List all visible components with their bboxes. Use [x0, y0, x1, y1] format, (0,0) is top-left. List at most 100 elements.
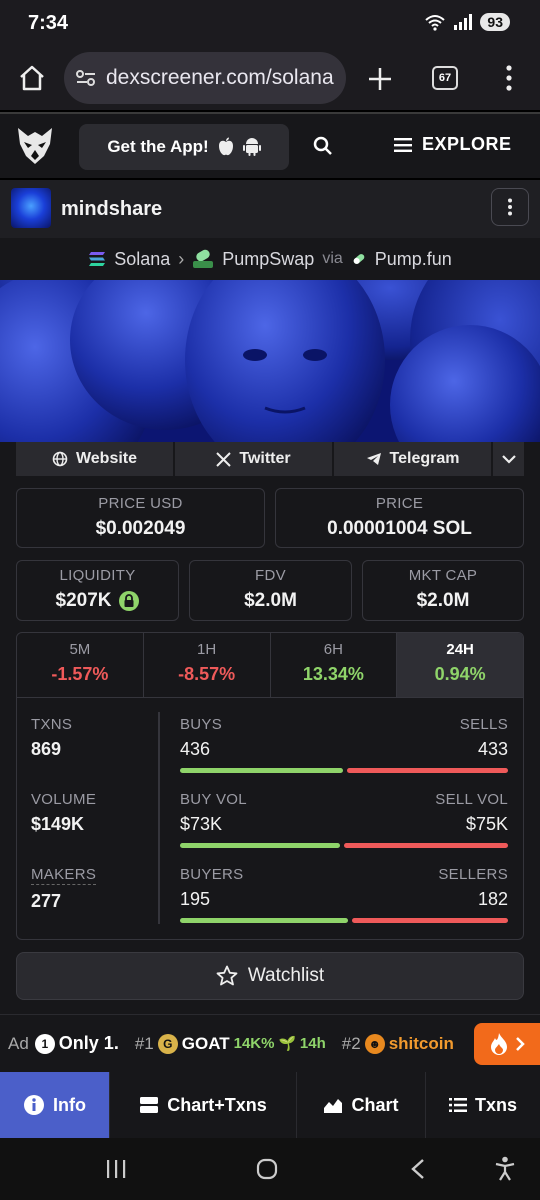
more-vertical-icon: [508, 198, 512, 216]
breadcrumb-chain[interactable]: Solana: [114, 248, 171, 269]
solana-icon: [89, 252, 106, 266]
liquidity-label: LIQUIDITY: [59, 567, 136, 584]
volume-split-row: BUY VOL SELL VOL $73K $75K: [180, 791, 508, 848]
android-icon: [242, 138, 261, 156]
buyers-sellers-row: BUYERS SELLERS 195 182: [180, 866, 508, 923]
tab-5m[interactable]: 5M -1.57%: [17, 633, 144, 697]
tab-24h[interactable]: 24H 0.94%: [397, 633, 523, 697]
chevron-right-icon: [516, 1037, 525, 1051]
telegram-icon: [366, 453, 381, 465]
site-settings-icon[interactable]: [76, 69, 96, 87]
price-change-value: -1.57%: [51, 664, 109, 684]
via-label: via: [322, 250, 343, 267]
search-icon[interactable]: [313, 136, 333, 156]
sell-vol-bar: [343, 843, 508, 848]
trending-name: GOAT: [181, 1033, 230, 1053]
list-icon: [448, 1098, 467, 1112]
makers-value: 277: [31, 891, 62, 911]
tab-6h[interactable]: 6H 13.34%: [271, 633, 398, 697]
divider: [158, 712, 160, 924]
buyers-sellers-bar: [180, 918, 508, 923]
dexscreener-logo-icon[interactable]: [16, 126, 54, 166]
sell-vol-label: SELL VOL: [435, 791, 508, 808]
timeframe-label: 1H: [197, 641, 217, 658]
new-tab-icon[interactable]: [367, 66, 393, 92]
back-icon[interactable]: [410, 1158, 426, 1180]
price-usd-value: $0.002049: [95, 518, 186, 539]
watchlist-label: Watchlist: [247, 965, 325, 986]
apple-icon: [218, 137, 233, 156]
banner-artwork: [0, 280, 540, 442]
website-link[interactable]: Website: [16, 442, 173, 476]
volume-split-bar: [180, 843, 508, 848]
trending-item-1[interactable]: #1 G GOAT 14K% 🌱 14h: [134, 1033, 326, 1054]
fdv-card[interactable]: FDV $2.0M: [189, 560, 352, 621]
address-bar[interactable]: dexscreener.com/solana: [64, 52, 346, 104]
tab-chart-txns[interactable]: Chart+Txns: [110, 1072, 297, 1138]
price-change-value: 0.94%: [434, 664, 486, 684]
token-menu-button[interactable]: [491, 188, 529, 226]
status-time: 7:34: [28, 12, 69, 34]
tab-chart-label: Chart: [351, 1094, 399, 1115]
breadcrumb: Solana › PumpSwap via Pump.fun: [0, 238, 540, 280]
buyers-label: BUYERS: [180, 866, 244, 883]
twitter-link[interactable]: Twitter: [175, 442, 332, 476]
breadcrumb-launchpad[interactable]: Pump.fun: [374, 248, 452, 269]
info-icon: [24, 1095, 44, 1115]
buy-vol-value: $73K: [180, 814, 223, 834]
home-nav-icon[interactable]: [256, 1158, 278, 1180]
market-cap-card[interactable]: MKT CAP $2.0M: [362, 560, 524, 621]
x-logo-icon: [216, 451, 232, 467]
system-nav-bar: [0, 1138, 540, 1200]
buys-sells-row: BUYS SELLS 436 433: [180, 716, 508, 773]
wifi-icon: [425, 15, 446, 31]
social-links: Website Twitter Telegram: [16, 442, 524, 476]
buys-label: BUYS: [180, 716, 223, 733]
tab-info-label: Info: [53, 1094, 86, 1115]
sellers-label: SELLERS: [438, 866, 508, 883]
get-app-button[interactable]: Get the App!: [79, 124, 289, 170]
timeframe-label: 6H: [323, 641, 343, 658]
trending-rank: #2: [341, 1033, 361, 1053]
trending-ticker: Ad 1 Only 1. #1 G GOAT 14K% 🌱 14h #2 ☻ s…: [0, 1014, 540, 1072]
tab-switcher-button[interactable]: 67: [432, 66, 458, 90]
pumpfun-icon: [353, 254, 365, 264]
chevron-right-icon: ›: [178, 248, 185, 269]
status-icons: 93: [424, 13, 510, 31]
explore-button[interactable]: EXPLORE: [394, 134, 512, 155]
trending-item-2[interactable]: #2 ☻ shitcoin: [341, 1033, 454, 1054]
sponsor-text: Only 1.: [58, 1033, 119, 1053]
bottom-tab-bar: Info Chart+Txns Chart Txns: [0, 1072, 540, 1138]
trending-button[interactable]: [474, 1023, 540, 1065]
browser-menu-icon[interactable]: [504, 64, 514, 92]
goat-token-icon: G: [157, 1033, 178, 1054]
tab-chart-txns-label: Chart+Txns: [167, 1094, 267, 1115]
ad-label: Ad: [8, 1033, 29, 1053]
sponsor-logo-icon: 1: [34, 1033, 55, 1054]
battery-indicator: 93: [480, 13, 510, 31]
tab-chart[interactable]: Chart: [297, 1072, 426, 1138]
fdv-label: FDV: [255, 567, 286, 584]
market-cap-value: $2.0M: [416, 590, 470, 611]
trending-rank: #1: [134, 1033, 154, 1053]
lock-icon: [118, 591, 139, 611]
txns-label: TXNS: [31, 716, 73, 733]
telegram-link[interactable]: Telegram: [334, 442, 491, 476]
sponsor-ad[interactable]: 1 Only 1.: [34, 1033, 119, 1054]
liquidity-card[interactable]: LIQUIDITY $207K: [16, 560, 179, 621]
accessibility-icon[interactable]: [494, 1156, 516, 1182]
tab-1h[interactable]: 1H -8.57%: [144, 633, 271, 697]
watchlist-button[interactable]: Watchlist: [16, 952, 524, 1000]
tab-txns[interactable]: Txns: [426, 1072, 540, 1138]
tab-info[interactable]: Info: [0, 1072, 110, 1138]
token-header: mindshare: [0, 180, 540, 238]
more-links-button[interactable]: [493, 442, 524, 476]
sells-value: 433: [477, 739, 508, 759]
makers-label: MAKERS: [31, 866, 97, 885]
home-icon[interactable]: [18, 64, 46, 92]
signal-icon: [454, 14, 473, 30]
recents-icon[interactable]: [105, 1158, 127, 1180]
timeframe-tabs: 5M -1.57% 1H -8.57% 6H 13.34% 24H 0.94%: [16, 632, 524, 698]
breadcrumb-dex[interactable]: PumpSwap: [222, 248, 315, 269]
sell-bar: [346, 768, 508, 773]
